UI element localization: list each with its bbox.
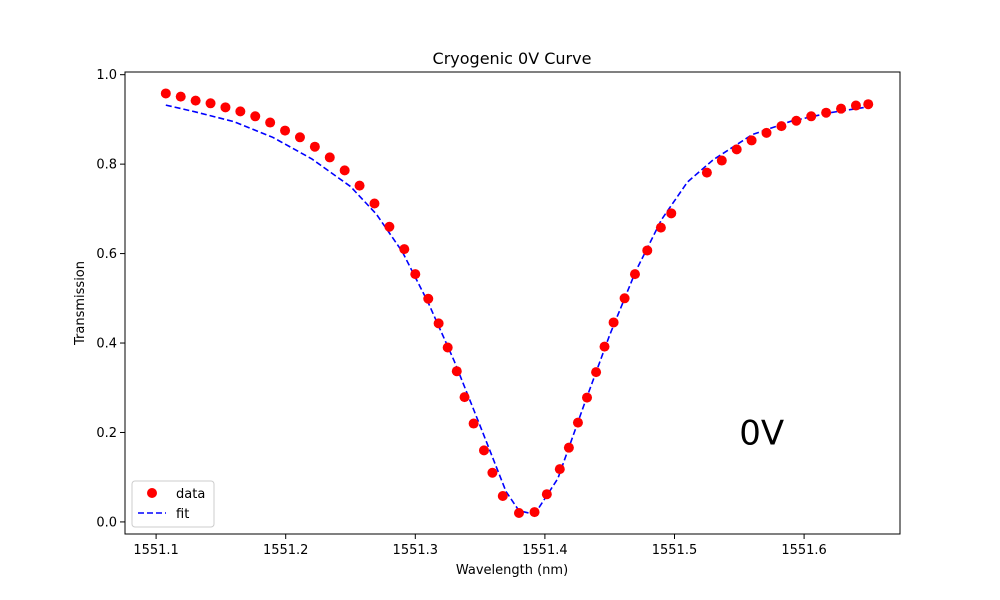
data-point	[666, 208, 677, 219]
x-tick-label: 1551.6	[781, 543, 827, 558]
data-point	[205, 98, 216, 109]
data-series	[160, 88, 874, 518]
data-point	[642, 245, 653, 256]
legend: data fit	[131, 480, 215, 528]
data-point	[541, 489, 552, 500]
data-point	[863, 99, 874, 110]
data-point	[513, 507, 524, 518]
chart-title: Cryogenic 0V Curve	[433, 49, 592, 68]
x-tick-label: 1551.5	[652, 543, 698, 558]
data-point	[265, 117, 276, 128]
plot-area	[125, 72, 900, 534]
data-point	[716, 155, 727, 166]
data-point	[468, 418, 479, 429]
data-point	[339, 165, 350, 176]
data-point	[220, 102, 231, 113]
y-tick-label: 0.6	[96, 247, 117, 262]
data-point	[591, 367, 602, 378]
data-point	[175, 91, 186, 102]
y-tick-label: 0.0	[96, 515, 117, 530]
x-axis: 1551.1 1551.2 1551.3 1551.4 1551.5 1551.6	[133, 534, 827, 558]
y-tick-label: 0.8	[96, 158, 117, 173]
data-point	[563, 442, 574, 453]
data-point	[629, 269, 640, 280]
x-tick-label: 1551.3	[393, 543, 439, 558]
data-point	[850, 100, 861, 111]
data-point	[354, 180, 365, 191]
data-point	[280, 125, 291, 136]
data-point	[294, 132, 305, 143]
data-point	[731, 144, 742, 155]
x-axis-label: Wavelength (nm)	[456, 563, 568, 578]
data-point	[442, 342, 453, 353]
data-point	[761, 127, 772, 138]
data-point	[451, 366, 462, 377]
data-point	[582, 392, 593, 403]
data-point	[608, 317, 619, 328]
data-point	[384, 221, 395, 232]
data-point	[324, 152, 335, 163]
data-point	[309, 141, 320, 152]
x-tick-label: 1551.4	[522, 543, 568, 558]
legend-fit-label: fit	[176, 507, 189, 522]
legend-data-label: data	[176, 487, 205, 502]
data-point	[599, 341, 610, 352]
data-point	[478, 445, 489, 456]
data-point	[369, 198, 380, 209]
data-point	[190, 95, 201, 106]
data-point	[806, 111, 817, 122]
data-point	[701, 167, 712, 178]
legend-data-marker	[147, 488, 157, 498]
plot-frame	[124, 71, 901, 535]
data-point	[160, 88, 171, 99]
data-point	[619, 293, 630, 304]
annotation-0v: 0V	[739, 413, 784, 453]
data-point	[410, 269, 421, 280]
x-tick-label: 1551.2	[263, 543, 309, 558]
data-point	[746, 135, 757, 146]
y-tick-label: 0.2	[96, 426, 117, 441]
data-point	[487, 467, 498, 478]
x-tick-label: 1551.1	[133, 543, 179, 558]
data-point	[497, 490, 508, 501]
data-point	[791, 115, 802, 126]
data-point	[821, 107, 832, 118]
data-point	[836, 103, 847, 114]
data-point	[529, 507, 540, 518]
data-point	[250, 111, 261, 122]
data-point	[554, 464, 565, 475]
y-axis-label: Transmission	[73, 261, 88, 346]
data-point	[399, 244, 410, 255]
data-point	[235, 106, 246, 117]
y-tick-label: 0.4	[96, 337, 117, 352]
data-point	[423, 293, 434, 304]
data-point	[572, 417, 583, 428]
y-axis: 0.0 0.2 0.4 0.6 0.8 1.0	[96, 68, 125, 530]
data-point	[776, 121, 787, 132]
data-point	[433, 318, 444, 329]
y-tick-label: 1.0	[96, 68, 117, 83]
data-point	[655, 222, 666, 233]
data-point	[459, 392, 470, 403]
